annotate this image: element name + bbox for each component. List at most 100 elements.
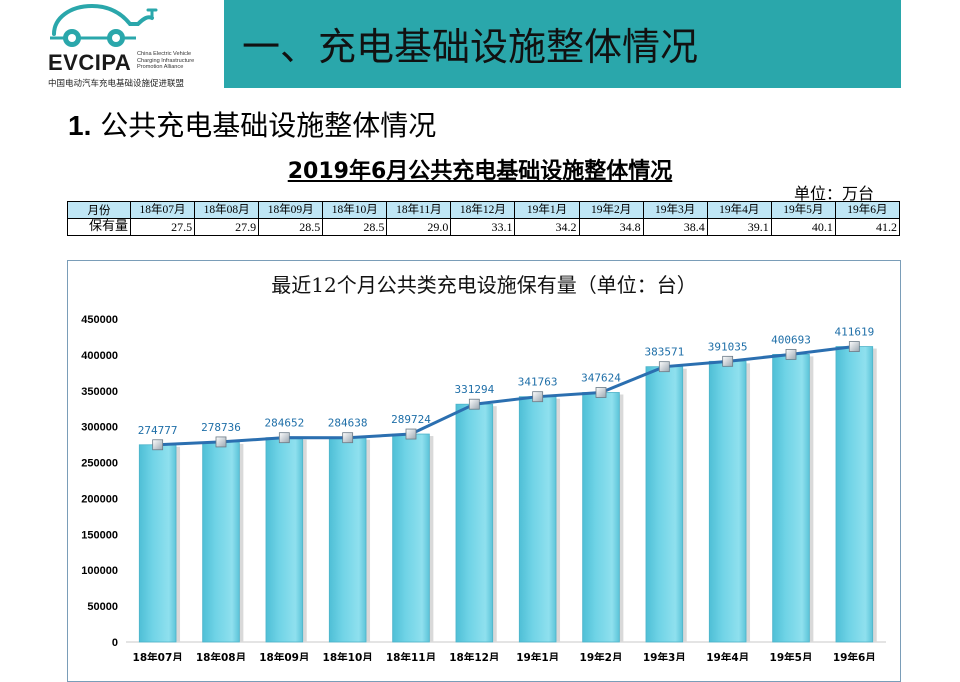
x-tick-label: 18年11月 xyxy=(386,651,436,661)
table-header-cell: 18年11月 xyxy=(386,201,452,219)
table-header-cell: 19年4月 xyxy=(706,201,772,219)
data-point xyxy=(215,436,227,448)
table-header-cell: 19年2月 xyxy=(578,201,644,219)
series-line xyxy=(157,345,855,447)
data-label: 278736 xyxy=(201,421,241,434)
data-point xyxy=(785,348,797,360)
x-tick-label: 18年09月 xyxy=(259,651,309,661)
data-table: 月份 18年07月 18年08月 18年09月 18年10月 18年11月 18… xyxy=(67,201,901,236)
x-tick-label: 18年07月 xyxy=(133,651,183,661)
x-tick-label: 18年12月 xyxy=(449,651,499,661)
table-cell: 34.8 xyxy=(578,218,644,236)
x-tick-label: 19年4月 xyxy=(706,651,749,661)
section-number: 1. xyxy=(68,110,92,141)
data-label: 383571 xyxy=(644,346,684,359)
table-header-cell: 19年3月 xyxy=(642,201,708,219)
page-title: 一、充电基础设施整体情况 xyxy=(242,25,699,69)
table-cell: 41.2 xyxy=(834,218,901,236)
data-label: 331294 xyxy=(454,383,494,396)
x-tick-label: 19年6月 xyxy=(833,651,876,661)
bar xyxy=(138,444,177,643)
table-header-row: 月份 18年07月 18年08月 18年09月 18年10月 18年11月 18… xyxy=(67,201,901,219)
section-title: 1. 公共充电基础设施整体情况 xyxy=(68,104,436,144)
y-tick-label: 50000 xyxy=(87,601,118,613)
logo-english-name: China Electric Vehicle Charging Infrastr… xyxy=(137,51,195,70)
data-label: 289724 xyxy=(391,413,431,426)
data-point xyxy=(722,355,734,367)
table-cell: 27.9 xyxy=(194,218,260,236)
y-tick-label: 200000 xyxy=(81,493,118,505)
evcipa-logo: EVCIPA China Electric Vehicle Charging I… xyxy=(40,0,210,89)
table-header-cell: 18年08月 xyxy=(194,201,260,219)
y-tick-label: 250000 xyxy=(81,458,118,470)
bar xyxy=(582,392,620,643)
table-cell: 27.5 xyxy=(129,218,196,236)
data-label: 391035 xyxy=(708,340,748,353)
x-tick-label: 18年08月 xyxy=(196,651,246,661)
y-tick-label: 450000 xyxy=(81,314,118,326)
row-label-stock: 保有量 xyxy=(67,218,131,236)
x-tick-label: 19年3月 xyxy=(643,651,686,661)
table-header-cell: 18年10月 xyxy=(322,201,388,219)
table-header-cell: 18年09月 xyxy=(258,201,324,219)
table-header-cell: 18年12月 xyxy=(450,201,516,219)
y-tick-label: 400000 xyxy=(81,350,118,362)
data-label: 341763 xyxy=(518,376,558,389)
x-tick-label: 19年5月 xyxy=(770,651,813,661)
bar xyxy=(645,366,684,643)
y-tick-label: 0 xyxy=(112,637,118,649)
table-cell: 28.5 xyxy=(322,218,388,236)
data-point xyxy=(848,341,860,352)
data-point xyxy=(595,387,607,398)
table-value-row: 保有量 27.5 27.9 28.5 28.5 29.0 33.1 34.2 3… xyxy=(67,218,901,236)
bar xyxy=(835,346,874,643)
y-tick-label: 350000 xyxy=(81,386,118,398)
y-tick-label: 300000 xyxy=(81,422,118,434)
bar-line-chart: 0 50000 100000 150000 200000 250000 300000 3500… xyxy=(81,314,886,661)
table-cell: 39.1 xyxy=(706,218,772,236)
x-tick-label: 19年2月 xyxy=(580,651,623,661)
table-cell: 33.1 xyxy=(450,218,516,236)
chart-panel: 最近12个月公共类充电设施保有量（单位：台） 0 50000 100000 15000… xyxy=(67,260,901,682)
logo-chinese-name: 中国电动汽车充电基础设施促进联盟 xyxy=(48,79,185,89)
table-header-cell: 18年07月 xyxy=(129,201,196,219)
table-title: 2019年6月公共充电基础设施整体情况 xyxy=(287,159,673,184)
y-tick-label: 150000 xyxy=(81,529,118,541)
data-point xyxy=(278,432,290,444)
data-label: 411619 xyxy=(834,326,874,339)
table-header-cell: 19年1月 xyxy=(514,201,580,219)
table-cell: 34.2 xyxy=(514,218,580,236)
chart-title: 最近12个月公共类充电设施保有量（单位：台） xyxy=(271,273,697,297)
data-point xyxy=(152,439,164,451)
row-label-month: 月份 xyxy=(67,201,131,219)
bar xyxy=(455,403,494,643)
data-label: 274777 xyxy=(138,424,178,437)
bar xyxy=(265,437,304,643)
x-tick-label: 19年1月 xyxy=(516,651,559,661)
data-point xyxy=(342,432,354,444)
table-unit: 单位：万台 xyxy=(794,184,875,203)
bar xyxy=(202,441,240,643)
x-tick-label: 18年10月 xyxy=(323,651,373,661)
bar xyxy=(708,360,747,643)
data-label: 347624 xyxy=(581,371,621,384)
bar xyxy=(772,353,810,643)
header-banner: 一、充电基础设施整体情况 xyxy=(224,0,901,88)
table-cell: 28.5 xyxy=(258,218,324,236)
data-point xyxy=(468,398,480,410)
bar xyxy=(328,437,367,643)
table-header-cell: 19年6月 xyxy=(834,201,901,219)
section-title-text: 公共充电基础设施整体情况 xyxy=(91,109,437,142)
data-point xyxy=(658,361,670,373)
data-point xyxy=(532,391,544,403)
bar xyxy=(392,433,430,643)
table-header-cell: 19年5月 xyxy=(770,201,836,219)
data-label: 284638 xyxy=(328,417,368,430)
bar xyxy=(518,396,557,643)
table-cell: 40.1 xyxy=(770,218,836,236)
data-label: 400693 xyxy=(771,333,811,346)
y-tick-label: 100000 xyxy=(81,565,118,577)
table-cell: 38.4 xyxy=(642,218,708,236)
car-plug-icon xyxy=(50,3,158,47)
logo-brand: EVCIPA xyxy=(48,50,132,75)
